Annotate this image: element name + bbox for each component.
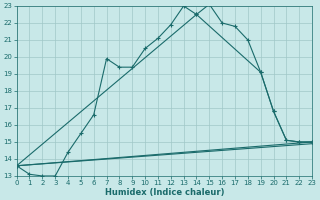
X-axis label: Humidex (Indice chaleur): Humidex (Indice chaleur): [105, 188, 224, 197]
